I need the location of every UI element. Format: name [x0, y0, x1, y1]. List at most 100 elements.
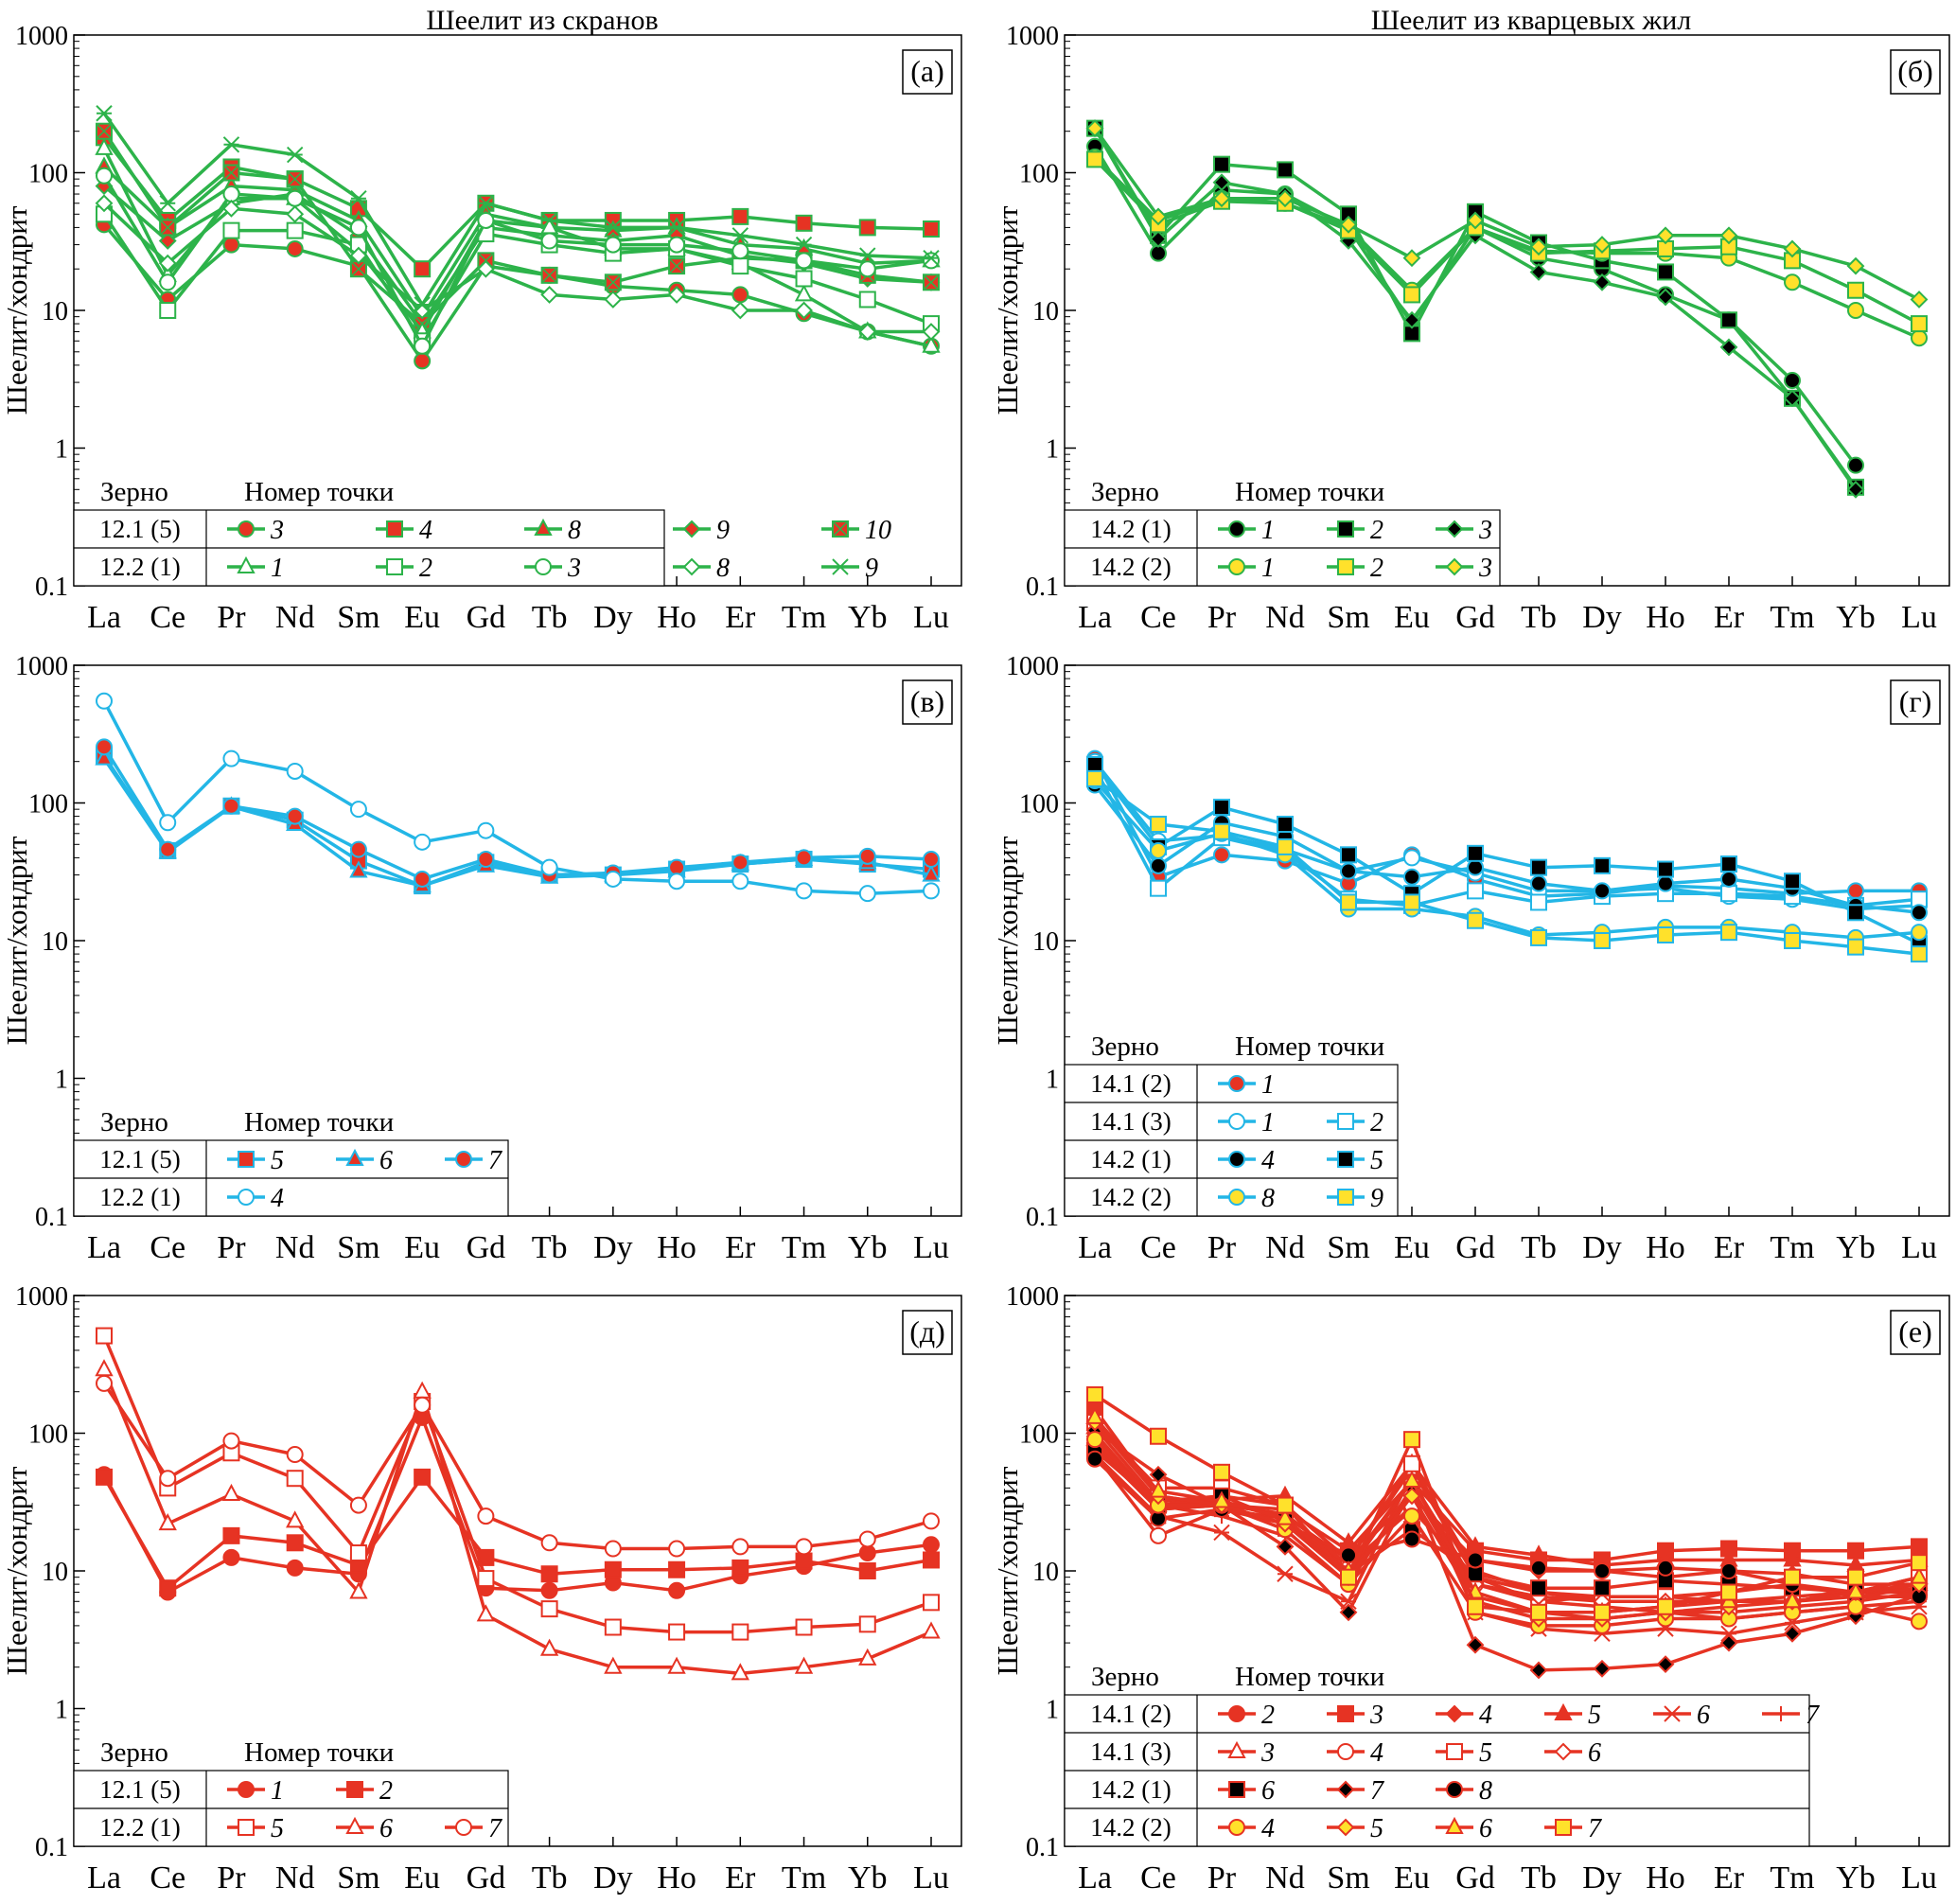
series-line: [1093, 127, 1858, 488]
x-tick-label-Sm: Sm: [337, 1860, 379, 1895]
x-tick-label-Ce: Ce: [1140, 1860, 1176, 1895]
data-point: [1784, 273, 1801, 291]
legend-point-header: Номер точки: [1235, 1031, 1384, 1062]
data-point: [540, 212, 558, 229]
legend-point-label: 9: [716, 516, 730, 545]
x-tick-label-Nd: Nd: [1265, 600, 1305, 635]
series-line: [102, 1416, 932, 1595]
x-tick-label-La: La: [87, 1230, 121, 1265]
legend-entry: 3: [1218, 1738, 1275, 1768]
plot-frame: [73, 664, 962, 1217]
data-point: [1720, 1625, 1737, 1643]
x-tick-label-Pr: Pr: [217, 600, 246, 635]
data-point: [604, 1656, 623, 1674]
legend-point-label: 8: [1261, 1184, 1275, 1213]
data-point: [1085, 1406, 1104, 1424]
series-12.21-4: [96, 692, 940, 903]
data-point: [286, 1470, 304, 1488]
data-point: [349, 1581, 368, 1599]
series-14.22-9: [1086, 769, 1928, 963]
panel-label-text: (г): [1899, 684, 1931, 718]
data-point: [222, 749, 240, 767]
data-point: [1530, 1579, 1547, 1597]
x-tick-label-Tb: Tb: [1521, 1860, 1557, 1895]
data-point: [1467, 882, 1484, 900]
data-point: [922, 323, 941, 341]
data-point: [286, 189, 304, 207]
series-12.21-6: [95, 1359, 941, 1681]
data-point: [858, 1530, 876, 1548]
x-tick-label-Tm: Tm: [1770, 1860, 1814, 1895]
x-tick-label-Er: Er: [725, 600, 756, 635]
legend-point-label: 6: [1479, 1814, 1492, 1843]
legend-marker: [534, 518, 553, 536]
data-point: [858, 323, 877, 341]
panel-label-box: [1890, 679, 1941, 725]
data-point: [1150, 816, 1167, 834]
x-tick-label-Yb: Yb: [848, 600, 888, 635]
panel-g: 0.1 1 10 100 1000 Шеелит/хондрит La Ce Pr Nd Sm Eu G…: [991, 652, 1950, 1265]
data-point: [1213, 822, 1230, 840]
data-point: [795, 252, 813, 270]
data-point: [1656, 288, 1675, 307]
data-point: [1657, 1559, 1674, 1577]
legend-marker: [1228, 1113, 1245, 1130]
legend-entry: 8: [1218, 1184, 1275, 1213]
legend-grain-header: Зерно: [1091, 1662, 1159, 1692]
data-point: [286, 762, 304, 780]
data-point: [1784, 873, 1801, 890]
data-point: [1403, 868, 1420, 886]
x-tick-label-Nd: Nd: [275, 1230, 315, 1265]
data-point: [922, 335, 941, 353]
series-line: [1093, 777, 1920, 956]
data-point: [413, 301, 432, 320]
x-tick-label-Ho: Ho: [657, 600, 696, 635]
data-point: [923, 1594, 940, 1612]
panel-e: 0.1 1 10 100 1000 Шеелит/хондрит La Ce Pr Nd Sm Eu G…: [991, 1282, 1950, 1895]
x-tick-label-Nd: Nd: [275, 1860, 315, 1895]
y-tick-label: 10: [1032, 297, 1059, 326]
data-point: [1911, 904, 1928, 922]
data-point: [1783, 1591, 1802, 1609]
legend-marker: [1773, 1706, 1789, 1721]
legend-entry: 5: [227, 1814, 284, 1843]
x-tick-label-Tb: Tb: [532, 1230, 568, 1265]
series-line: [1093, 1457, 1919, 1598]
legend-point-label: 5: [1479, 1738, 1492, 1768]
series-14.22-3: [1085, 119, 1929, 309]
x-tick-label-Sm: Sm: [1327, 1860, 1369, 1895]
legend-marker: [1337, 558, 1354, 575]
data-point: [1277, 837, 1294, 855]
series-14.22-1: [1086, 148, 1928, 347]
series-12.21-8: [95, 194, 941, 341]
data-point: [477, 851, 495, 869]
series-14.21-2: [1086, 119, 1864, 496]
data-point: [222, 797, 240, 815]
series-line: [1093, 1426, 1920, 1604]
legend-entry: 1: [1218, 554, 1275, 583]
data-point: [731, 301, 749, 320]
y-tick-label: 10: [1032, 927, 1059, 957]
legend-point-label: 1: [271, 1776, 284, 1806]
data-point: [159, 840, 177, 858]
legend-marker: [832, 558, 849, 575]
data-point: [540, 1600, 558, 1618]
x-tick-label-Tb: Tb: [1521, 600, 1557, 635]
legend: Зерно Номер точки 14.1 (2) 2 3 4 5 6 7 14.1 (3) 3 4…: [1064, 1662, 1820, 1847]
x-tick-label-Lu: Lu: [1901, 600, 1937, 635]
data-point: [858, 291, 876, 309]
data-point: [1403, 849, 1420, 867]
data-point: [286, 221, 304, 239]
x-tick-label-Gd: Gd: [467, 600, 506, 635]
x-tick-label-Dy: Dy: [1582, 1860, 1622, 1895]
legend-entry: 7: [1762, 1701, 1820, 1730]
legend-marker: [1228, 1819, 1245, 1836]
legend-point-label: 2: [1370, 516, 1383, 545]
legend-marker: [455, 1151, 472, 1168]
data-point: [159, 273, 177, 291]
series-14.21-3: [1085, 119, 1865, 499]
x-tick-label-Nd: Nd: [275, 600, 315, 635]
series-line: [102, 1334, 932, 1634]
data-point: [222, 221, 240, 239]
data-point: [858, 1615, 876, 1633]
